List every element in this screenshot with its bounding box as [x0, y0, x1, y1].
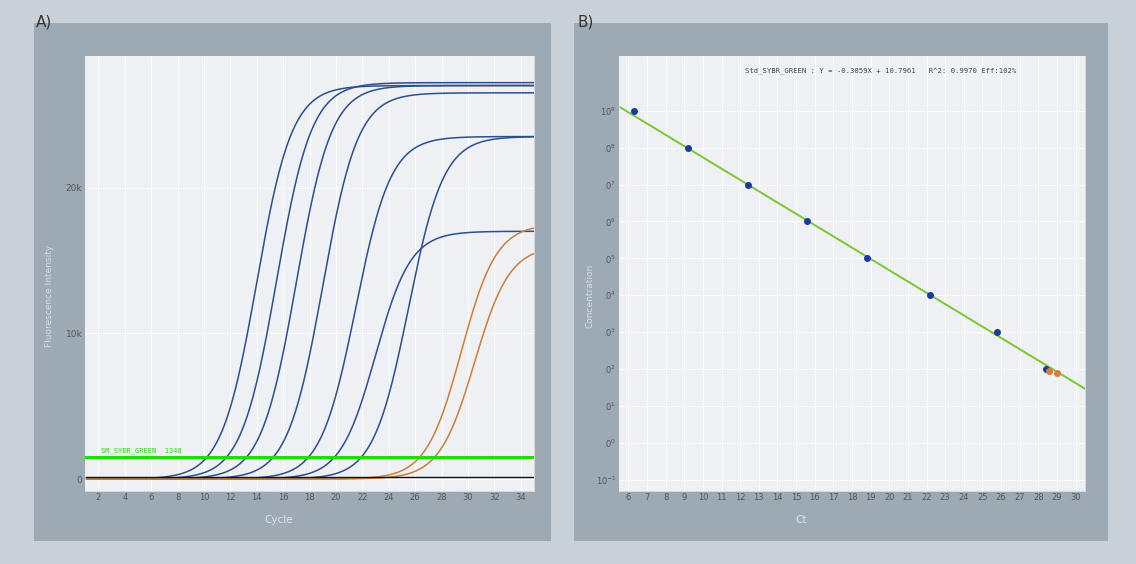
Point: [858, 254, 876, 263]
Text: A): A): [36, 14, 52, 29]
Point: [921, 290, 939, 299]
Text: Std_SYBR_GREEN : Y = -0.3059X + 10.7961   R^2: 0.9970 Eff:102%: Std_SYBR_GREEN : Y = -0.3059X + 10.7961 …: [745, 67, 1016, 74]
Point: [738, 180, 757, 189]
Text: SM_SYBR_GREEN  1348: SM_SYBR_GREEN 1348: [101, 447, 182, 453]
Point: [625, 107, 643, 116]
Point: [1047, 369, 1066, 378]
Text: B): B): [577, 14, 593, 29]
Point: [1041, 366, 1059, 375]
Text: Cycle: Cycle: [264, 515, 293, 525]
Point: [1037, 364, 1055, 373]
Point: [679, 143, 698, 152]
Point: [988, 328, 1006, 337]
Text: Ct: Ct: [795, 515, 807, 525]
Point: [799, 217, 817, 226]
Text: Fluorescence Intensity: Fluorescence Intensity: [45, 245, 55, 347]
Text: Concentration: Concentration: [585, 264, 594, 328]
